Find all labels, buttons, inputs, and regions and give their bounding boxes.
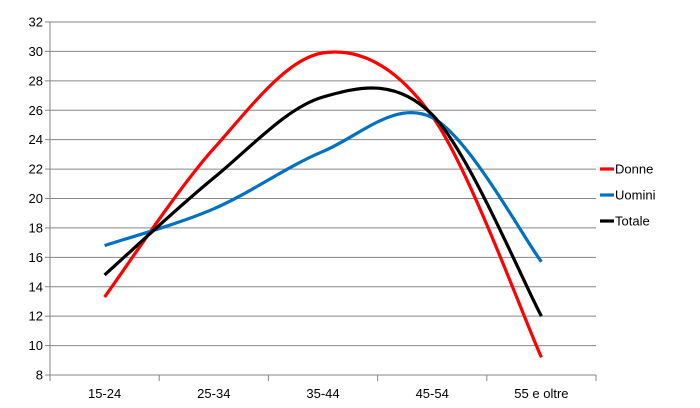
y-tick-label: 12 (29, 309, 43, 324)
y-tick-label: 14 (29, 279, 43, 294)
y-tick-label: 10 (29, 338, 43, 353)
series-line-donne (103, 50, 543, 359)
y-tick-label: 32 (29, 15, 43, 30)
y-tick-label: 8 (36, 368, 43, 383)
y-tick-label: 18 (29, 220, 43, 235)
y-tick-label: 20 (29, 191, 43, 206)
series-lines (103, 50, 543, 359)
legend-label-totale: Totale (615, 214, 650, 229)
x-tick-label: 35-44 (306, 386, 339, 401)
x-tick-label: 45-54 (416, 386, 449, 401)
y-tick-label: 26 (29, 103, 43, 118)
y-tick-label: 24 (29, 132, 43, 147)
legend-label-donne: Donne (615, 162, 653, 177)
series-line-uomini (104, 111, 543, 263)
y-tick-label: 22 (29, 162, 43, 177)
gridlines (50, 21, 596, 347)
legend-label-uomini: Uomini (615, 188, 656, 203)
x-tick-label: 25-34 (197, 386, 230, 401)
legend: Donne Uomini Totale (600, 162, 656, 229)
x-tick-label: 15-24 (88, 386, 121, 401)
series-line-totale (103, 86, 543, 317)
x-axis-ticks: 15-24 25-34 35-44 45-54 55 e oltre (49, 375, 597, 401)
y-tick-label: 16 (29, 250, 43, 265)
y-tick-label: 28 (29, 73, 43, 88)
y-axis-ticks: 8 10 12 14 16 18 20 22 24 26 28 30 32 (29, 15, 50, 383)
y-tick-label: 30 (29, 44, 43, 59)
x-tick-label: 55 e oltre (514, 386, 568, 401)
